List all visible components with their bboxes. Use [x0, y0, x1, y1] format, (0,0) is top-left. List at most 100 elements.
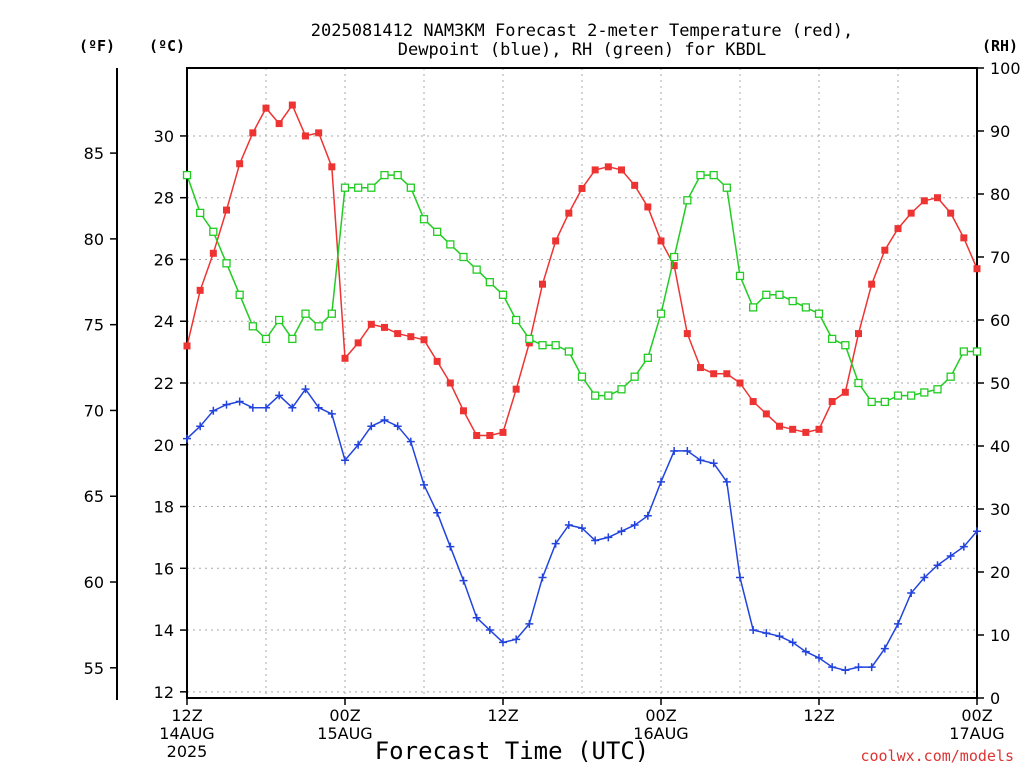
rh-point [867, 397, 876, 407]
temperature-point [328, 163, 336, 171]
rh-unit-label: (RH) [982, 37, 1018, 55]
rh-point [459, 252, 468, 262]
temperature-point [749, 398, 757, 406]
chart-title-line1: 2025081412 NAM3KM Forecast 2-meter Tempe… [311, 21, 853, 41]
dewpoint-point [591, 536, 600, 545]
dewpoint-point [525, 619, 534, 628]
dewpoint-point [393, 422, 402, 431]
temperature-point [249, 129, 257, 137]
rh-point [841, 341, 850, 350]
rh-point [630, 372, 639, 381]
rh-tick-label: 10 [990, 626, 1010, 645]
rh-point [367, 183, 376, 192]
x-tick-label: 00Z [329, 706, 360, 725]
temperature-point [354, 339, 362, 347]
dewpoint-point [459, 576, 468, 585]
rh-point [656, 309, 666, 318]
temperature-point [920, 197, 928, 205]
rh-tick-label: 90 [990, 122, 1010, 141]
rh-point [696, 170, 705, 180]
rh-point [788, 296, 797, 306]
temperature-point [433, 357, 441, 365]
temperature-point [644, 203, 652, 211]
temperature-point [288, 101, 296, 109]
dewpoint-point [420, 480, 428, 489]
temperature-point [868, 280, 876, 288]
temperature-point [262, 104, 270, 112]
dewpoint-point [643, 511, 652, 520]
temperature-point [315, 129, 323, 137]
temperature-point [236, 160, 244, 168]
rh-point [314, 322, 323, 331]
dewpoint-point [841, 666, 850, 675]
celsius-tick-label: 28 [154, 189, 174, 208]
temperature-point [934, 194, 941, 202]
temperature-point [446, 379, 454, 387]
fahrenheit-tick-label: 70 [84, 401, 104, 420]
rh-point [907, 391, 916, 400]
rh-point [538, 341, 547, 350]
rh-line [186, 174, 977, 403]
series-temperature [183, 101, 981, 439]
rh-point [617, 385, 626, 394]
celsius-tick-label: 26 [154, 250, 174, 269]
temperature-point [407, 333, 415, 341]
dewpoint-point [538, 573, 547, 582]
temperature-point [670, 262, 678, 270]
rh-point [814, 309, 824, 318]
celsius-tick-label: 16 [154, 559, 174, 578]
rh-point [775, 290, 784, 299]
temperature-point [710, 370, 718, 378]
rh-point [275, 315, 284, 325]
dewpoint-point [696, 456, 705, 465]
rh-point [959, 347, 968, 356]
dewpoint-point [920, 573, 929, 582]
celsius-tick-label: 30 [154, 127, 174, 146]
temperature-point [578, 184, 586, 192]
dewpoint-point [880, 644, 889, 653]
rh-point [525, 334, 534, 344]
temperature-point [802, 428, 810, 436]
temperature-point [894, 225, 902, 233]
dewpoint-point [262, 403, 270, 412]
data-series [182, 101, 982, 675]
rh-tick-label: 80 [990, 185, 1010, 204]
temperature-point [394, 330, 402, 338]
temperature-point [196, 286, 204, 294]
x-tick-label: 17AUG [949, 724, 1004, 743]
rh-point [393, 170, 402, 180]
temperature-point [486, 432, 494, 439]
rh-point [946, 372, 955, 381]
dewpoint-point [367, 422, 376, 431]
rh-point [301, 309, 310, 318]
temperature-point [776, 422, 783, 430]
dewpoint-point [815, 653, 823, 662]
temperature-point [789, 425, 797, 433]
temperature-point [499, 428, 507, 436]
fahrenheit-tick-label: 80 [84, 230, 104, 249]
temperature-point [223, 206, 230, 214]
rh-point [551, 341, 560, 350]
rh-tick-label: 20 [990, 563, 1010, 582]
rh-tick-label: 30 [990, 500, 1010, 519]
dewpoint-point [235, 397, 244, 406]
temperature-point [552, 237, 560, 245]
rh-point [920, 388, 929, 397]
rh-tick-label: 60 [990, 311, 1010, 330]
dewpoint-point [801, 647, 810, 656]
rh-point [472, 265, 481, 274]
x-tick-label: 15AUG [317, 724, 372, 743]
temperature-point [420, 336, 428, 344]
rh-point [182, 170, 192, 180]
rh-point [749, 303, 758, 312]
rh-point [340, 183, 350, 192]
temperature-point [367, 320, 375, 328]
x-tick-label: 12Z [487, 706, 518, 725]
x-tick-label: 16AUG [633, 724, 688, 743]
dewpoint-point [749, 626, 758, 635]
celsius-tick-label: 12 [154, 683, 174, 702]
dewpoint-point [722, 477, 731, 486]
temperature-point [302, 132, 309, 140]
rh-point [261, 334, 271, 344]
temperature-point [473, 432, 481, 439]
